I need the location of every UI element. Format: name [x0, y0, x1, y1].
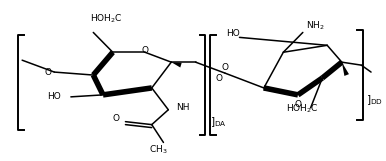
- Text: CH$_3$: CH$_3$: [149, 143, 168, 156]
- Text: HOH$_2$C: HOH$_2$C: [286, 103, 319, 115]
- Text: O: O: [295, 100, 301, 109]
- Text: O: O: [44, 68, 51, 77]
- Text: O: O: [221, 63, 229, 72]
- Text: O: O: [216, 74, 223, 83]
- Text: NH$_2$: NH$_2$: [306, 19, 324, 32]
- Text: O: O: [113, 114, 120, 123]
- Text: NH: NH: [176, 103, 190, 112]
- Text: ]$_\mathregular{DD}$: ]$_\mathregular{DD}$: [366, 93, 383, 107]
- Text: HO: HO: [47, 92, 61, 101]
- Text: HO: HO: [226, 29, 239, 38]
- Text: O: O: [141, 46, 149, 55]
- Polygon shape: [171, 62, 182, 67]
- Text: ]$_\mathregular{DA}$: ]$_\mathregular{DA}$: [210, 115, 227, 128]
- Polygon shape: [263, 85, 298, 95]
- Text: HOH$_2$C: HOH$_2$C: [90, 13, 122, 25]
- Polygon shape: [342, 62, 349, 76]
